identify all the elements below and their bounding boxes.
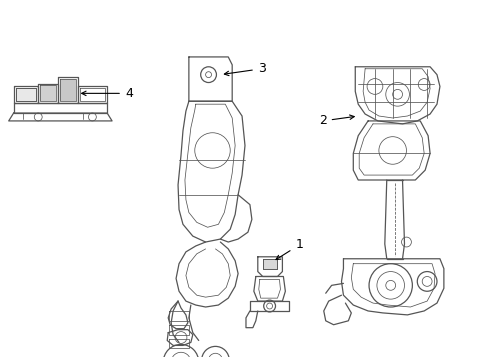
Text: 1: 1 bbox=[275, 238, 303, 260]
Bar bbox=[262, 259, 277, 269]
Bar bbox=[40, 85, 56, 101]
Bar bbox=[16, 89, 36, 101]
Text: 2: 2 bbox=[318, 114, 353, 127]
Bar bbox=[60, 78, 76, 101]
Text: 4: 4 bbox=[81, 87, 132, 100]
Text: 3: 3 bbox=[224, 62, 265, 76]
